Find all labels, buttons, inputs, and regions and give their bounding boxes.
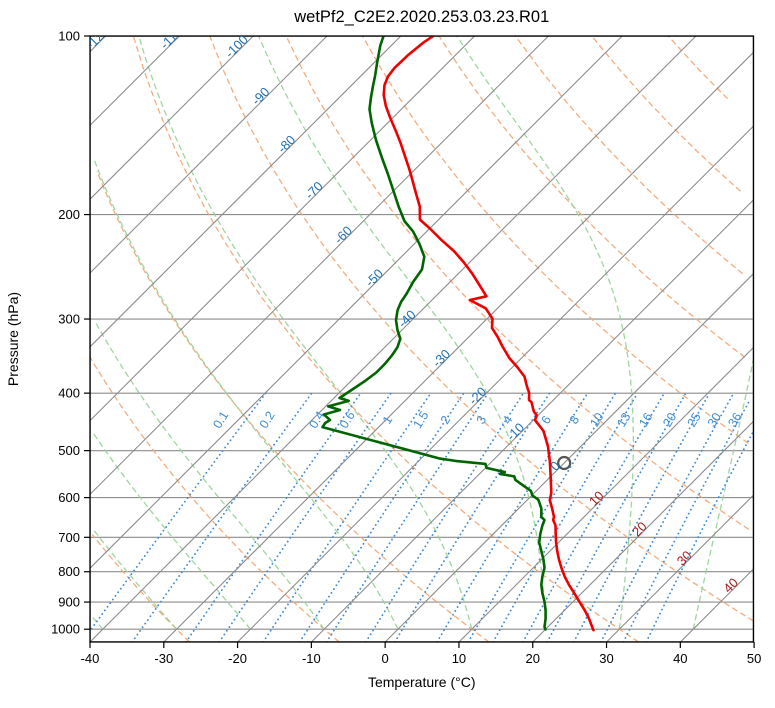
svg-text:400: 400 xyxy=(58,386,80,401)
svg-text:Pressure (hPa): Pressure (hPa) xyxy=(5,292,21,386)
svg-text:-20: -20 xyxy=(228,651,247,666)
svg-text:700: 700 xyxy=(58,530,80,545)
svg-text:500: 500 xyxy=(58,443,80,458)
svg-text:10: 10 xyxy=(452,651,466,666)
svg-text:-30: -30 xyxy=(154,651,173,666)
svg-text:20: 20 xyxy=(526,651,540,666)
svg-text:30: 30 xyxy=(599,651,613,666)
svg-text:200: 200 xyxy=(58,207,80,222)
svg-text:-10: -10 xyxy=(302,651,321,666)
svg-text:800: 800 xyxy=(58,564,80,579)
svg-text:100: 100 xyxy=(58,29,80,44)
svg-text:40: 40 xyxy=(673,651,687,666)
svg-text:wetPf2_C2E2.2020.253.03.23.R01: wetPf2_C2E2.2020.253.03.23.R01 xyxy=(293,8,549,26)
svg-text:900: 900 xyxy=(58,595,80,610)
svg-text:-40: -40 xyxy=(81,651,100,666)
svg-text:300: 300 xyxy=(58,312,80,327)
svg-text:Temperature (°C): Temperature (°C) xyxy=(368,674,476,690)
svg-text:600: 600 xyxy=(58,490,80,505)
svg-text:0: 0 xyxy=(382,651,389,666)
svg-text:1000: 1000 xyxy=(51,622,80,637)
svg-text:50: 50 xyxy=(747,651,761,666)
